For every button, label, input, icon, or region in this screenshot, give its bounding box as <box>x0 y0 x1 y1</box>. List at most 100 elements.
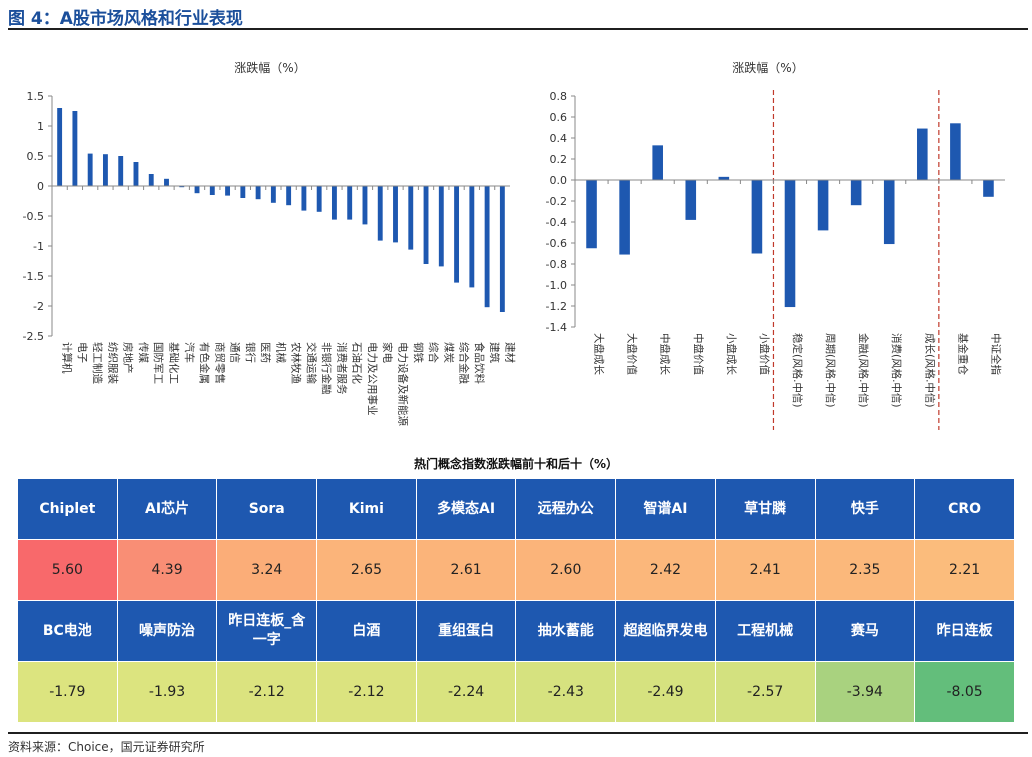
y-tick-label: -0.8 <box>546 258 567 271</box>
bar <box>194 186 200 194</box>
concept-value-cell: -2.12 <box>316 661 417 723</box>
x-tick-label: 中盘成长 <box>659 333 672 375</box>
source-note: 资料来源：Choice，国元证券研究所 <box>8 740 205 754</box>
x-tick-label: 小盘成长 <box>725 333 738 375</box>
concept-value-cell: 2.61 <box>415 539 517 601</box>
industry-bar-chart: 涨跌幅（%） 1.5 1 0.5 0 -0.5 -1 -1.5 -2 -2.5 计算机 电子 轻工制… <box>23 60 517 426</box>
y-tick-label: -0.6 <box>546 237 567 250</box>
x-tick-label: 煤炭 <box>442 342 455 363</box>
concept-value-cell: 5.60 <box>17 539 118 601</box>
y-tick-label: 0 <box>37 180 44 193</box>
bar <box>499 186 505 312</box>
bar <box>301 186 307 211</box>
x-tick-label: 交通运输 <box>305 342 318 384</box>
table-title: 热门概念指数涨跌幅前十和后十（%） <box>413 457 619 471</box>
x-tick-label: 建筑 <box>488 342 501 363</box>
bar <box>685 180 697 220</box>
style-bar-chart: 涨跌幅（%） 0.8 0.6 0.4 0.2 0.0 -0.2 -0.4 -0.6 -0.8 -1… <box>546 60 1005 430</box>
concept-value-cell: -2.49 <box>615 661 716 723</box>
concept-value-cell: -2.57 <box>714 661 816 723</box>
x-tick-label: 电子 <box>76 342 89 363</box>
x-tick-label: 商贸零售 <box>213 342 226 384</box>
concept-name-cell: 噪声防治 <box>116 600 218 662</box>
x-tick-label: 非银行金融 <box>320 342 333 395</box>
bar <box>817 180 829 231</box>
concept-name-cell: 工程机械 <box>714 600 816 662</box>
x-tick-label: 消费(风格.中信) <box>890 333 903 408</box>
x-tick-label: 国防军工 <box>152 342 165 384</box>
x-tick-label: 有色金属 <box>198 342 211 384</box>
concept-value-cell: -1.79 <box>17 661 118 723</box>
left-chart-title: 涨跌幅（%） <box>234 60 305 75</box>
bar <box>883 180 895 245</box>
concept-value-cell: 2.60 <box>515 539 617 601</box>
concept-value-cell: 4.39 <box>116 539 218 601</box>
bar <box>347 186 353 220</box>
bottom-names-row: BC电池 噪声防治 昨日连板_含一字 白酒 重组蛋白 抽水蓄能 超超临界发电 工程机械 赛马 昨日… <box>17 600 1015 662</box>
concept-name-cell: Kimi <box>316 478 417 540</box>
bar <box>102 154 108 186</box>
y-tick-label: -1.0 <box>546 279 567 292</box>
bar <box>393 186 398 243</box>
bar <box>331 186 337 220</box>
concept-name-cell: Chiplet <box>17 478 118 540</box>
concept-name-cell: CRO <box>914 478 1015 540</box>
bar <box>225 186 231 196</box>
bar <box>362 186 368 225</box>
figure-title: 图 4：A股市场风格和行业表现 <box>8 9 243 29</box>
y-tick-label: -2 <box>33 300 44 313</box>
concept-name-cell: 白酒 <box>316 600 417 662</box>
y-tick-label: 0.2 <box>550 153 568 166</box>
bar <box>209 186 215 195</box>
x-tick-label: 中盘价值 <box>692 333 705 375</box>
y-tick-label: -1.4 <box>546 321 567 334</box>
concept-value-cell: -2.43 <box>515 661 617 723</box>
x-tick-label: 银行 <box>244 342 257 363</box>
y-tick-label: -2.5 <box>23 330 44 343</box>
x-tick-label: 传媒 <box>137 342 150 363</box>
concept-value-cell: 2.41 <box>714 539 816 601</box>
x-tick-label: 消费者服务 <box>335 342 348 395</box>
bar <box>438 186 444 267</box>
x-tick-label: 机械 <box>274 342 287 363</box>
x-tick-label: 金融(风格.中信) <box>857 333 870 408</box>
bar <box>751 180 763 254</box>
x-tick-label: 大盘价值 <box>626 333 639 375</box>
bar <box>619 180 630 255</box>
top-names-row: Chiplet AI芯片 Sora Kimi 多模态AI 远程办公 智谱AI 草甘膦 快手 CRO <box>17 478 1015 540</box>
x-tick-label: 家电 <box>381 342 394 363</box>
y-tick-label: 0.6 <box>550 111 568 124</box>
x-tick-label: 钢铁 <box>412 342 425 363</box>
bar <box>652 145 663 180</box>
concept-value-cell: 2.35 <box>814 539 916 601</box>
bar <box>286 186 292 206</box>
bar <box>454 186 460 283</box>
y-tick-label: 0.5 <box>27 150 45 163</box>
concept-value-cell: 2.21 <box>914 539 1015 601</box>
bar <box>377 186 383 241</box>
bar <box>950 123 961 180</box>
concept-value-cell: 2.42 <box>615 539 716 601</box>
concept-index-table: Chiplet AI芯片 Sora Kimi 多模态AI 远程办公 智谱AI 草甘膦 快手 CRO… <box>17 478 1015 723</box>
x-tick-label: 汽车 <box>183 342 196 363</box>
x-tick-label: 大盘成长 <box>593 333 606 375</box>
bar <box>423 186 429 264</box>
x-tick-label: 房地产 <box>122 342 135 374</box>
bar <box>148 174 154 186</box>
x-tick-label: 石油石化 <box>351 342 364 384</box>
concept-name-cell: 赛马 <box>814 600 916 662</box>
bar <box>164 178 169 186</box>
bar <box>469 186 475 288</box>
bottom-values-row: -1.79 -1.93 -2.12 -2.12 -2.24 -2.43 -2.49 -2.57… <box>17 661 1015 723</box>
concept-value-cell: 2.65 <box>316 539 417 601</box>
x-tick-label: 基金重仓 <box>956 333 969 375</box>
y-tick-label: -1.5 <box>23 270 44 283</box>
x-tick-label: 电力及公用事业 <box>366 342 379 416</box>
x-tick-label: 综合 <box>427 342 440 363</box>
y-tick-label: 0.0 <box>550 174 568 187</box>
bar <box>87 153 93 186</box>
bar <box>72 111 78 186</box>
concept-name-cell: 草甘膦 <box>714 478 816 540</box>
x-tick-label: 通信 <box>229 342 241 363</box>
concept-value-cell: -3.94 <box>814 661 916 723</box>
